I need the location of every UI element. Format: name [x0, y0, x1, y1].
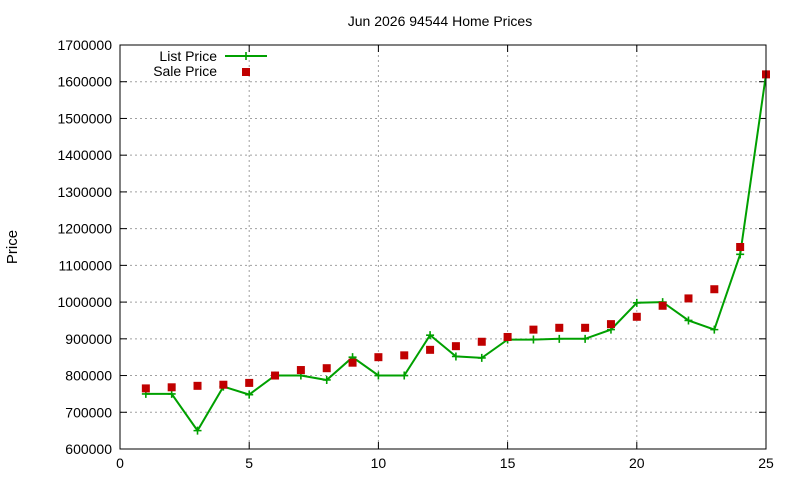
sale-price-point	[684, 294, 693, 303]
list-price-point	[581, 334, 590, 343]
grid	[120, 45, 766, 449]
x-tick-label: 25	[758, 455, 774, 471]
y-tick-label: 700000	[65, 404, 112, 420]
sale-price-point	[193, 381, 202, 390]
sale-price-point	[581, 323, 590, 332]
x-tick-label: 15	[500, 455, 516, 471]
y-axis-label: Price	[4, 230, 21, 264]
sale-price-point	[348, 358, 357, 367]
list-price-point	[374, 371, 383, 380]
sale-price-point	[658, 301, 667, 310]
axes: 600000 700000 800000 900000 1000000 1100000 12…	[57, 37, 774, 471]
sale-price-point	[632, 312, 641, 321]
list-price-point	[400, 371, 409, 380]
list-price-point	[193, 426, 202, 435]
y-tick-label: 600000	[65, 441, 112, 457]
list-price-point	[736, 250, 745, 259]
legend-marker-sale-price	[242, 68, 250, 76]
x-tick-label: 10	[371, 455, 387, 471]
sale-price-point	[477, 337, 486, 346]
sale-price-point	[606, 320, 615, 329]
sale-price-point	[271, 371, 280, 380]
sale-price-point	[736, 243, 745, 251]
y-tick-label: 1300000	[57, 184, 112, 200]
y-tick-label: 1100000	[59, 257, 113, 273]
sale-price-point	[503, 332, 512, 341]
sale-price-point	[451, 342, 460, 351]
sale-price-point	[400, 351, 409, 360]
legend-label-sale-price: Sale Price	[153, 63, 217, 79]
sale-price-point	[555, 323, 564, 332]
series	[141, 70, 770, 435]
list-price-point	[426, 331, 435, 340]
sale-price-point	[374, 353, 383, 362]
list-price-point	[710, 325, 719, 334]
y-tick-label: 1700000	[57, 37, 112, 53]
y-tick-label: 1600000	[57, 74, 112, 90]
x-tick-label: 0	[116, 455, 124, 471]
sale-price-point	[141, 384, 150, 393]
list-price-point	[477, 353, 486, 362]
sale-price-point	[322, 364, 331, 373]
sale-price-point	[245, 378, 254, 387]
list-price-line	[145, 74, 767, 433]
list-price-point	[245, 390, 254, 399]
sale-price-point	[167, 383, 176, 392]
chart-title: Jun 2026 94544 Home Prices	[348, 13, 532, 29]
sale-price-point	[219, 380, 228, 389]
list-price-point	[529, 335, 538, 344]
list-price-point	[555, 334, 564, 343]
x-tick-label: 20	[629, 455, 645, 471]
y-tick-label: 1400000	[57, 147, 112, 163]
legend-label-list-price: List Price	[159, 48, 217, 64]
sale-price-point	[296, 366, 305, 375]
list-price-point	[684, 316, 693, 325]
y-tick-label: 1500000	[57, 110, 112, 126]
legend-marker-list-price	[242, 52, 250, 60]
plot-frame	[119, 44, 767, 450]
sale-price-point	[710, 285, 719, 294]
y-tick-label: 1200000	[57, 221, 112, 237]
list-price-point	[322, 375, 331, 384]
y-tick-label: 900000	[65, 331, 112, 347]
x-tick-label: 5	[245, 455, 253, 471]
list-price-point	[632, 298, 641, 307]
sale-price-point	[529, 325, 538, 334]
y-tick-label: 1000000	[57, 294, 112, 310]
y-tick-label: 800000	[65, 368, 112, 384]
list-price-point	[451, 352, 460, 361]
sale-price-point	[426, 345, 435, 354]
